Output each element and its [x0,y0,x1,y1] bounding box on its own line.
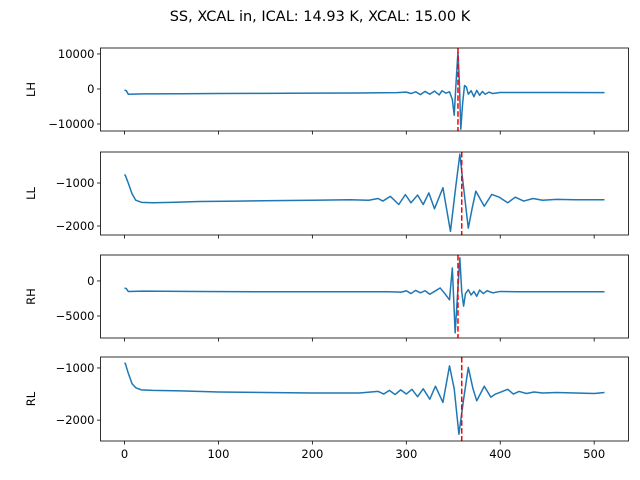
y-axis-label: LH [24,82,38,97]
subplot-ll: −2000 −1000 LL [24,151,629,239]
x-tick-label: 200 [301,447,323,461]
axes-frame [100,356,629,442]
y-tick-label: −5000 [56,309,95,323]
series-line-rl [123,362,605,435]
x-tick-label: 400 [489,447,511,461]
y-axis-label: LL [24,187,38,200]
x-tick-label: 300 [395,447,417,461]
axes-frame [100,151,629,236]
x-tick-label: 0 [121,447,128,461]
y-axis-label: RL [24,391,38,406]
y-tick-label: 0 [87,274,94,288]
y-tick-label: −2000 [56,219,95,233]
y-tick-label: 0 [87,82,94,96]
y-tick-label: 10000 [58,47,95,61]
series-line-lh [124,51,605,130]
subplot-lh: −10000 0 10000 LH [24,47,629,135]
x-tick-label: 500 [583,447,605,461]
chart-title: SS, XCAL in, ICAL: 14.93 K, XCAL: 15.00 … [169,9,471,25]
x-tick-label: 100 [207,447,229,461]
y-tick-label: −1000 [56,361,95,375]
axes-frame [100,47,629,132]
axes-frame [100,254,629,339]
y-tick-label: −2000 [56,413,95,427]
series-line-ll [123,153,605,233]
series-line-rh [124,257,605,334]
y-axis-label: RH [24,288,38,305]
subplot-rh: −5000 0 RH [24,254,629,342]
y-tick-label: −1000 [56,176,95,190]
y-tick-label: −10000 [48,117,94,131]
subplot-rl: −2000 −1000 RL 0 100 200 300 400 500 [24,356,629,461]
